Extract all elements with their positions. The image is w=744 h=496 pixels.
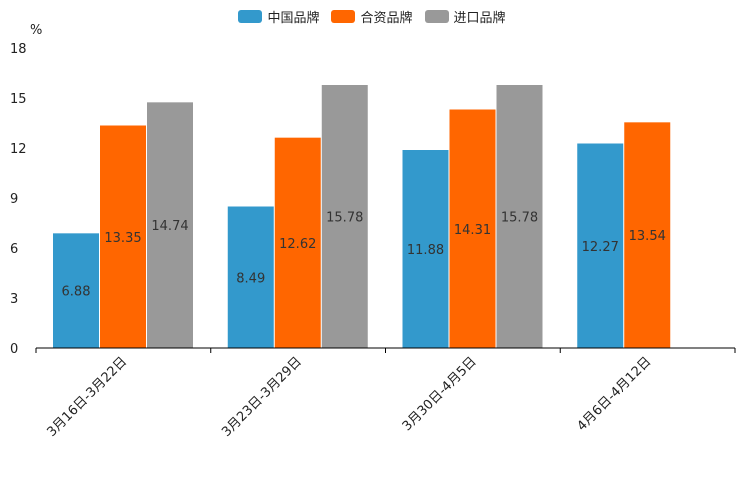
y-tick-label: 12 xyxy=(10,142,27,157)
bar-joint-venture[interactable] xyxy=(274,137,321,348)
bar-domestic[interactable] xyxy=(402,150,449,348)
bar-value-label: 11.88 xyxy=(407,243,444,258)
y-tick-label: 0 xyxy=(10,342,18,357)
bar-joint-venture[interactable] xyxy=(624,122,671,348)
bar-labels: 6.88 13.35 14.74 8.49 12.62 15.78 11.88 14.31 15… xyxy=(62,211,666,300)
legend-item-imported[interactable]: 进口品牌 xyxy=(424,7,506,26)
bar-value-label: 15.78 xyxy=(326,211,363,226)
y-axis-ticks: 0 3 6 9 12 15 18 xyxy=(10,42,27,357)
legend-swatch-joint-venture xyxy=(331,10,356,23)
bar-value-label: 12.62 xyxy=(279,237,316,252)
y-tick-label: 3 xyxy=(10,292,18,307)
bar-value-label: 8.49 xyxy=(236,271,265,286)
bar-imported[interactable] xyxy=(147,102,193,348)
bars xyxy=(53,85,671,349)
bar-value-label: 6.88 xyxy=(62,285,91,300)
x-tick-label: 3月30日-4月5日 xyxy=(400,354,480,434)
legend-label-domestic: 中国品牌 xyxy=(267,11,320,26)
x-axis-ticks: 3月16日-3月22日 3月23日-3月29日 3月30日-4月5日 4月6日-4月1… xyxy=(35,348,736,440)
legend-item-joint-venture[interactable]: 合资品牌 xyxy=(331,7,413,26)
bar-value-label: 14.31 xyxy=(454,223,491,238)
legend-label-joint-venture: 合资品牌 xyxy=(360,11,413,26)
legend: 中国品牌 合资品牌 进口品牌 xyxy=(0,7,744,26)
bar-domestic[interactable] xyxy=(577,143,624,349)
bar-joint-venture[interactable] xyxy=(100,125,146,349)
x-tick-label: 3月16日-3月22日 xyxy=(44,354,130,440)
x-tick-label: 4月6日-4月12日 xyxy=(575,354,655,434)
bar-value-label: 12.27 xyxy=(582,240,619,255)
y-tick-label: 9 xyxy=(10,192,18,207)
bar-imported[interactable] xyxy=(496,85,543,348)
bar-value-label: 15.78 xyxy=(501,211,538,226)
x-tick-label: 3月23日-3月29日 xyxy=(219,354,305,440)
bar-domestic[interactable] xyxy=(227,206,274,349)
legend-swatch-imported xyxy=(424,10,449,23)
y-axis-unit-label: % xyxy=(30,23,42,38)
y-tick-label: 15 xyxy=(10,92,27,107)
legend-swatch-domestic xyxy=(238,10,263,23)
bar-joint-venture[interactable] xyxy=(449,109,496,349)
bar-value-label: 14.74 xyxy=(151,219,188,234)
bar-domestic[interactable] xyxy=(53,233,99,348)
y-tick-label: 6 xyxy=(10,242,18,257)
legend-item-domestic[interactable]: 中国品牌 xyxy=(238,7,319,26)
legend-label-imported: 进口品牌 xyxy=(453,11,506,26)
bar-value-label: 13.54 xyxy=(629,229,666,244)
y-tick-label: 18 xyxy=(10,42,27,57)
bar-value-label: 13.35 xyxy=(104,231,141,246)
bar-imported[interactable] xyxy=(321,85,368,348)
